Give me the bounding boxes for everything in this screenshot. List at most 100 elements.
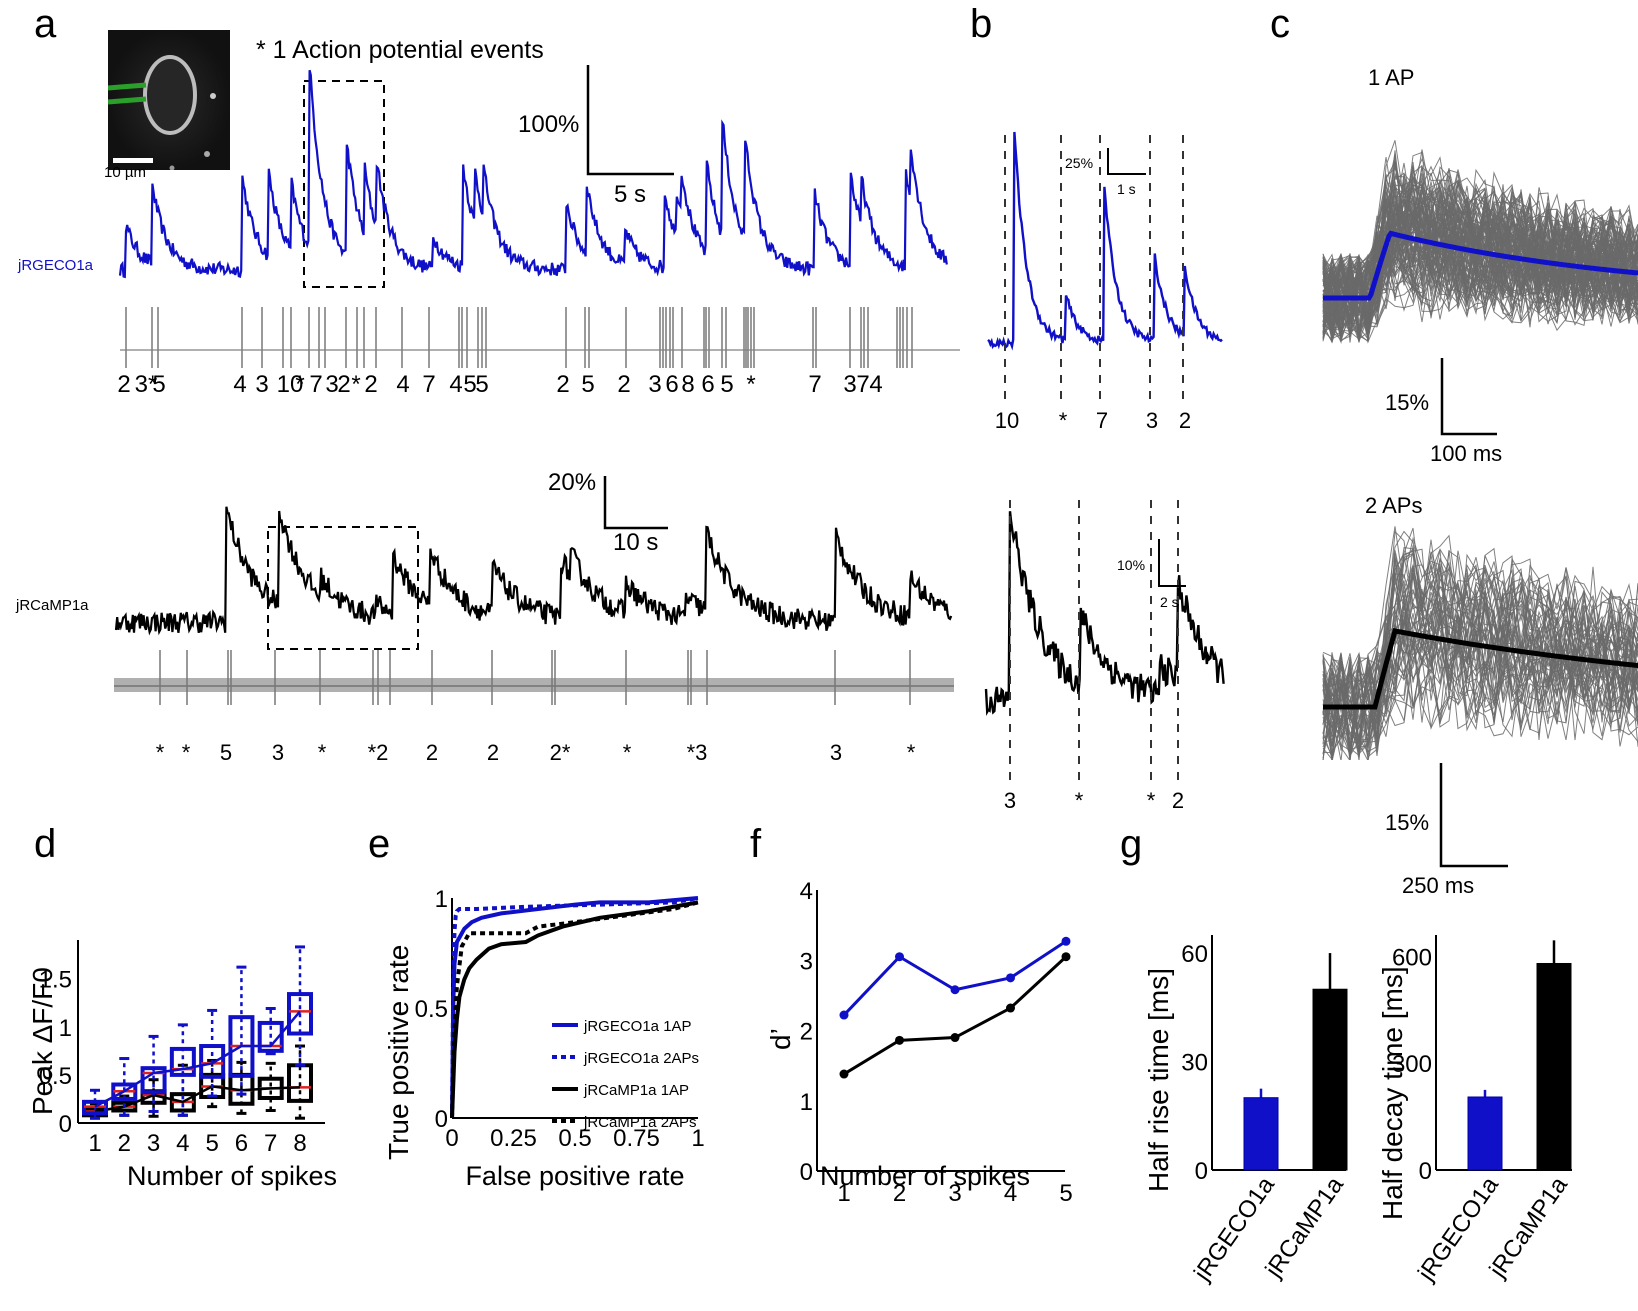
spike-count-label: 7: [422, 371, 435, 398]
y-tick-label-g: 300: [1392, 1051, 1432, 1078]
panel-letter-d: d: [34, 822, 57, 866]
micrograph-scale-label: 10 µm: [104, 164, 146, 181]
single-trial-trace: [1322, 573, 1638, 760]
panel-letter-g: g: [1120, 822, 1143, 866]
x-tick-label-d: 6: [235, 1130, 248, 1157]
jrgeco1a-trace: [118, 69, 948, 279]
xlabel-d: Number of spikes: [127, 1161, 337, 1191]
y-tick-label-d: 1: [59, 1015, 72, 1042]
scale-x-top: 5 s: [614, 181, 646, 208]
spike-count-label: *: [318, 740, 327, 765]
spike-count-label: 5: [720, 371, 733, 398]
spike-count-label: *: [156, 740, 165, 765]
scale-x-c-top: 100 ms: [1430, 441, 1502, 466]
spike-count-label: 5: [581, 371, 594, 398]
legend-label: jRGECO1a 1AP: [583, 1018, 692, 1035]
scalebar-b-bottom: [1158, 539, 1186, 587]
x-tick-label-d: 7: [264, 1130, 277, 1157]
mean-trace-2aps: [1323, 627, 1638, 710]
scale-y-c-top: 15%: [1385, 390, 1429, 415]
dprime-point: [839, 1069, 849, 1079]
spike-count-label: 4: [449, 371, 462, 398]
x-tick-label-e: 0.25: [490, 1125, 537, 1152]
scale-x-b-bottom: 2 s: [1160, 594, 1179, 610]
single-trial-trace: [1322, 622, 1638, 751]
bar-jRGECO1a: [1467, 1096, 1503, 1171]
spike-count-label: 2: [426, 740, 438, 765]
neuron-micrograph: [108, 30, 230, 170]
x-tick-label-d: 8: [293, 1130, 306, 1157]
roc-curve: [450, 896, 699, 1119]
y-tick-label-f: 3: [800, 948, 813, 975]
single-trial-trace: [1322, 182, 1638, 337]
scale-x-c-bottom: 250 ms: [1402, 873, 1474, 898]
spike-count-label: 7: [808, 371, 821, 398]
panel-letter-b: b: [970, 2, 993, 46]
trace-label-jrgeco1a: jRGECO1a: [17, 257, 94, 274]
box: [287, 992, 313, 1036]
micrograph-drawing: [108, 30, 230, 170]
pipette-line-2: [108, 96, 147, 105]
single-trial-trace: [1322, 530, 1638, 757]
dprime-point: [895, 952, 904, 962]
single-trial-trace: [1322, 628, 1638, 760]
x-tick-label-f: 3: [948, 1180, 961, 1207]
dprime-point: [950, 1033, 960, 1043]
event-label: 10: [995, 408, 1019, 433]
spike-count-label: 3: [272, 740, 284, 765]
roc-curve: [450, 900, 699, 1119]
scale-y-top: 100%: [518, 111, 579, 138]
dprime-point: [950, 985, 960, 995]
spike-count-label: *: [182, 740, 191, 765]
x-tick-label-f: 2: [893, 1180, 906, 1207]
dprime-point: [895, 1035, 904, 1045]
ap-legend-note: * 1 Action potential events: [256, 36, 544, 64]
single-trial-trace: [1322, 162, 1638, 339]
legend-label: jRCaMP1a 1AP: [583, 1082, 689, 1099]
title-2aps: 2 APs: [1365, 493, 1422, 518]
cell-membrane: [143, 55, 197, 135]
scalebar-c-bottom: [1439, 763, 1508, 868]
spike-count-label: *: [746, 371, 755, 398]
ylabel-g-decay: Half decay time [ms]: [1377, 966, 1408, 1220]
scalebar-b-top: [1107, 148, 1146, 175]
y-tick-label-g: 0: [1419, 1158, 1432, 1185]
x-tick-label-d: 1: [88, 1130, 101, 1157]
event-label: 3: [1004, 788, 1016, 813]
dprime-point: [839, 1010, 849, 1020]
x-tick-label-e: 0.5: [558, 1125, 591, 1152]
y-tick-label-e: 0: [435, 1106, 448, 1133]
spike-count-label: 6: [701, 371, 714, 398]
mean-trace-1ap: [1323, 230, 1638, 301]
single-trial-trace: [1322, 602, 1638, 760]
y-tick-label-g: 600: [1392, 944, 1432, 971]
single-trial-trace: [1322, 185, 1638, 340]
bar-jRCaMP1a: [1312, 988, 1348, 1171]
dprime-point: [1006, 1003, 1015, 1013]
spike-count-label: *: [351, 371, 360, 398]
single-trial-trace: [1322, 545, 1638, 706]
zoom-box-top: [303, 80, 385, 288]
bar-jRCaMP1a: [1536, 962, 1572, 1171]
scale-x-b-top: 1 s: [1117, 181, 1136, 197]
x-tick-label-f: 1: [837, 1180, 850, 1207]
spike-count-label: 2: [337, 371, 350, 398]
y-tick-label-g: 60: [1181, 941, 1208, 968]
spike-count-label: 10: [277, 371, 304, 398]
spike-count-label: 3: [325, 371, 338, 398]
spike-count-label: 4: [233, 371, 246, 398]
scalebar-top: [586, 65, 674, 176]
panel-letter-a: a: [34, 2, 57, 46]
spike-count-label: 4: [869, 371, 882, 398]
scalebar-c-top: [1440, 358, 1497, 436]
spike-count-label: *: [907, 740, 916, 765]
legend-label: jRCaMP1a 2APs: [583, 1114, 697, 1131]
median-connector-jRCaMP1a: [94, 1085, 301, 1113]
x-tick-label-f: 5: [1059, 1180, 1072, 1207]
y-tick-label-f: 1: [800, 1089, 813, 1116]
dprime-point: [1061, 936, 1071, 946]
x-tick-label-d: 2: [118, 1130, 131, 1157]
event-label: *: [1075, 788, 1084, 813]
